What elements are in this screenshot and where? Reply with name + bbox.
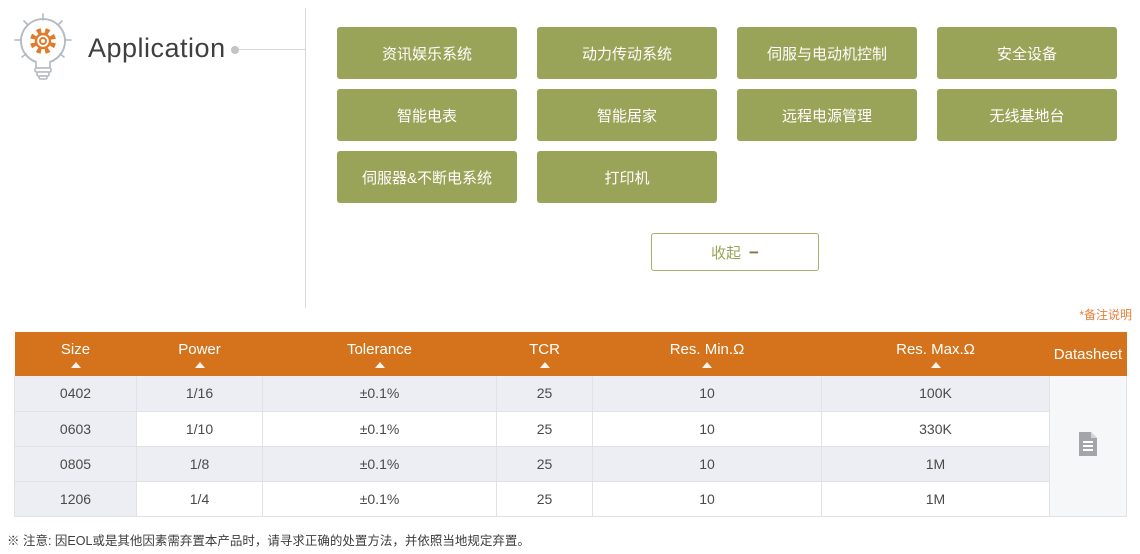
table-header-row: Size Power Tolerance TCR Res. Min.Ω Res.…	[14, 332, 1127, 376]
application-buttons-grid: 资讯娱乐系统 动力传动系统 伺服与电动机控制 安全设备 智能电表 智能居家 远程…	[337, 27, 1119, 203]
app-button-servo-motor[interactable]: 伺服与电动机控制	[737, 27, 917, 79]
cell-power: 1/4	[136, 480, 263, 517]
column-label: Datasheet	[1053, 345, 1123, 363]
cell-res-min: 10	[592, 376, 822, 412]
cell-res-min: 10	[592, 410, 822, 447]
connector-dot	[231, 46, 239, 54]
cell-res-min: 10	[592, 445, 822, 482]
file-text-icon[interactable]	[1076, 431, 1100, 457]
cell-res-max: 1M	[821, 480, 1050, 517]
column-header-size[interactable]: Size	[14, 332, 137, 376]
collapse-button[interactable]: 收起 −	[651, 233, 819, 271]
cell-tcr: 25	[496, 376, 593, 412]
app-button-security[interactable]: 安全设备	[937, 27, 1117, 79]
column-label: Power	[178, 340, 221, 358]
app-button-server-ups[interactable]: 伺服器&不断电系统	[337, 151, 517, 203]
cell-size: 0805	[14, 445, 137, 482]
section-title: Application	[88, 33, 226, 63]
cell-tolerance: ±0.1%	[262, 410, 497, 447]
product-table: Size Power Tolerance TCR Res. Min.Ω Res.…	[14, 332, 1127, 517]
column-label: Res. Min.Ω	[669, 340, 745, 358]
cell-power: 1/8	[136, 445, 263, 482]
collapse-label: 收起	[711, 244, 742, 262]
app-button-wireless-base[interactable]: 无线基地台	[937, 89, 1117, 141]
cell-power: 1/10	[136, 410, 263, 447]
cell-tolerance: ±0.1%	[262, 445, 497, 482]
datasheet-cell	[1049, 376, 1127, 517]
cell-tcr: 25	[496, 480, 593, 517]
column-header-res-min[interactable]: Res. Min.Ω	[592, 332, 822, 376]
cell-res-max: 1M	[821, 445, 1050, 482]
cell-size: 1206	[14, 480, 137, 517]
cell-tolerance: ±0.1%	[262, 376, 497, 412]
column-label: Tolerance	[346, 340, 413, 358]
connector-line	[239, 49, 305, 50]
column-header-tolerance[interactable]: Tolerance	[262, 332, 497, 376]
sort-asc-icon[interactable]	[539, 361, 550, 368]
minus-icon: −	[749, 242, 759, 262]
disposal-note: ※ 注意: 因EOL或是其他因素需弃置本产品时，请寻求正确的处置方法，并依照当地…	[7, 534, 530, 548]
app-button-power-drive[interactable]: 动力传动系统	[537, 27, 717, 79]
sort-asc-icon[interactable]	[70, 361, 81, 368]
table-row: 1206 1/4 ±0.1% 25 10 1M	[14, 480, 1127, 517]
sort-asc-icon[interactable]	[374, 361, 385, 368]
cell-size: 0402	[14, 376, 137, 412]
app-button-printer[interactable]: 打印机	[537, 151, 717, 203]
column-header-res-max[interactable]: Res. Max.Ω	[821, 332, 1050, 376]
sort-asc-icon[interactable]	[702, 361, 712, 368]
column-label: Res. Max.Ω	[896, 340, 975, 358]
app-button-smart-meter[interactable]: 智能电表	[337, 89, 517, 141]
cell-tolerance: ±0.1%	[262, 480, 497, 517]
column-label: TCR	[529, 340, 560, 358]
column-header-tcr[interactable]: TCR	[496, 332, 593, 376]
cell-tcr: 25	[496, 445, 593, 482]
app-button-infotainment[interactable]: 资讯娱乐系统	[337, 27, 517, 79]
cell-size: 0603	[14, 410, 137, 447]
cell-res-max: 100K	[821, 376, 1050, 412]
column-header-datasheet: Datasheet	[1049, 332, 1127, 376]
sort-asc-icon[interactable]	[194, 361, 205, 368]
column-header-power[interactable]: Power	[136, 332, 263, 376]
app-button-remote-power[interactable]: 远程电源管理	[737, 89, 917, 141]
cell-res-max: 330K	[821, 410, 1050, 447]
product-table-wrap: Size Power Tolerance TCR Res. Min.Ω Res.…	[14, 332, 1127, 517]
remark-note-link[interactable]: *备注说明	[1079, 308, 1132, 322]
table-row: 0603 1/10 ±0.1% 25 10 330K	[14, 410, 1127, 447]
cell-tcr: 25	[496, 410, 593, 447]
column-label: Size	[60, 340, 91, 358]
gear-lightbulb-icon	[10, 10, 76, 88]
cell-res-min: 10	[592, 480, 822, 517]
table-row: 0805 1/8 ±0.1% 25 10 1M	[14, 445, 1127, 482]
table-row: 0402 1/16 ±0.1% 25 10 100K	[14, 376, 1127, 517]
sort-asc-icon[interactable]	[930, 361, 941, 368]
vertical-divider	[305, 8, 306, 308]
cell-power: 1/16	[136, 376, 263, 412]
app-button-smart-home[interactable]: 智能居家	[537, 89, 717, 141]
